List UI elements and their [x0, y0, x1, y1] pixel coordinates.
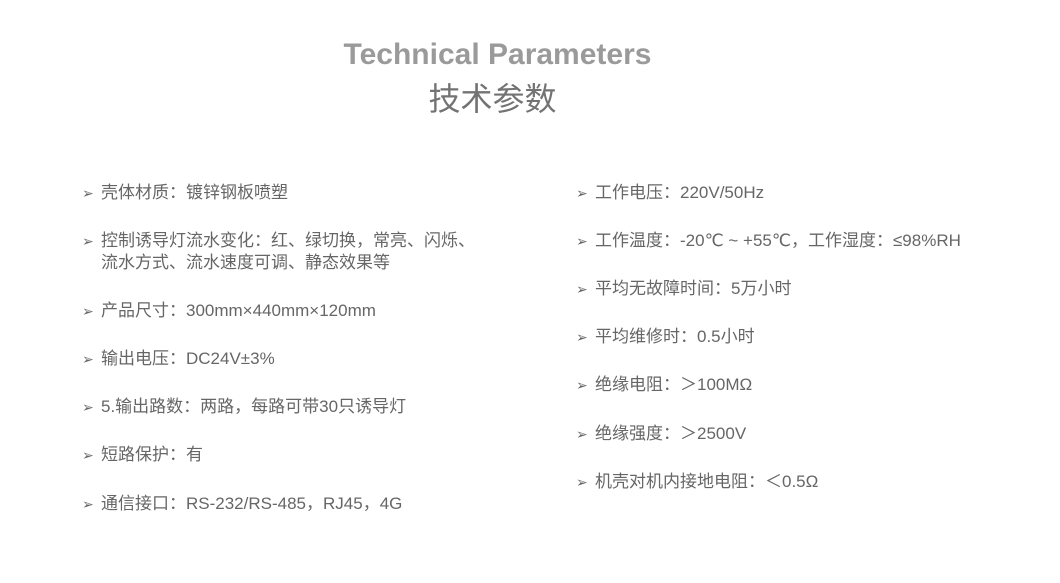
- title-chinese: 技术参数: [428, 80, 557, 118]
- parameter-text: 绝缘电阻：＞100MΩ: [595, 375, 753, 394]
- parameter-text: 壳体材质：镀锌钢板喷塑: [101, 183, 288, 202]
- parameter-item: ➢ 控制诱导灯流水变化：红、绿切换，常亮、闪烁、 流水方式、流水速度可调、静态效果…: [82, 230, 522, 274]
- parameter-text: 绝缘强度：＞2500V: [595, 424, 747, 443]
- parameter-item: ➢ 短路保护：有: [82, 444, 522, 466]
- parameter-text: 工作电压：220V/50Hz: [595, 183, 765, 202]
- parameter-text: 5.输出路数：两路，每路可带30只诱导灯: [101, 397, 407, 416]
- parameter-item: ➢ 工作温度：-20℃ ~ +55℃，工作湿度：≤98%RH: [576, 230, 1036, 252]
- arrow-right-icon: ➢: [82, 447, 94, 463]
- arrow-right-icon: ➢: [82, 233, 94, 249]
- parameter-text: 工作温度：-20℃ ~ +55℃，工作湿度：≤98%RH: [595, 231, 961, 250]
- parameter-item: ➢ 5.输出路数：两路，每路可带30只诱导灯: [82, 396, 522, 418]
- parameter-item: ➢ 通信接口：RS-232/RS-485，RJ45，4G: [82, 493, 522, 515]
- parameter-text: 控制诱导灯流水变化：红、绿切换，常亮、闪烁、 流水方式、流水速度可调、静态效果等: [101, 231, 475, 272]
- arrow-right-icon: ➢: [576, 233, 588, 249]
- parameter-item: ➢ 绝缘电阻：＞100MΩ: [576, 374, 1036, 396]
- arrow-right-icon: ➢: [82, 351, 94, 367]
- arrow-right-icon: ➢: [576, 185, 588, 201]
- parameter-item: ➢ 平均维修时：0.5小时: [576, 326, 1036, 348]
- arrow-right-icon: ➢: [82, 399, 94, 415]
- parameter-item: ➢ 工作电压：220V/50Hz: [576, 182, 1036, 204]
- parameter-text: 产品尺寸：300mm×440mm×120mm: [101, 301, 376, 320]
- parameter-text: 平均维修时：0.5小时: [595, 327, 755, 346]
- parameter-item: ➢ 产品尺寸：300mm×440mm×120mm: [82, 300, 522, 322]
- parameter-item: ➢ 绝缘强度：＞2500V: [576, 423, 1036, 445]
- arrow-right-icon: ➢: [576, 474, 588, 490]
- parameter-text: 短路保护：有: [101, 445, 203, 464]
- parameter-item: ➢ 壳体材质：镀锌钢板喷塑: [82, 182, 522, 204]
- parameter-item: ➢ 机壳对机内接地电阻：＜0.5Ω: [576, 471, 1036, 493]
- arrow-right-icon: ➢: [576, 281, 588, 297]
- arrow-right-icon: ➢: [576, 377, 588, 393]
- arrow-right-icon: ➢: [82, 303, 94, 319]
- arrow-right-icon: ➢: [576, 329, 588, 345]
- parameter-text: 输出电压：DC24V±3%: [101, 349, 275, 368]
- arrow-right-icon: ➢: [82, 185, 94, 201]
- parameter-item: ➢ 平均无故障时间：5万小时: [576, 278, 1036, 300]
- arrow-right-icon: ➢: [576, 426, 588, 442]
- arrow-right-icon: ➢: [82, 496, 94, 512]
- parameter-text: 机壳对机内接地电阻：＜0.5Ω: [595, 472, 819, 491]
- parameter-text: 平均无故障时间：5万小时: [595, 279, 792, 298]
- parameter-text: 通信接口：RS-232/RS-485，RJ45，4G: [101, 494, 403, 513]
- title-english: Technical Parameters: [343, 38, 652, 71]
- parameter-item: ➢ 输出电压：DC24V±3%: [82, 348, 522, 370]
